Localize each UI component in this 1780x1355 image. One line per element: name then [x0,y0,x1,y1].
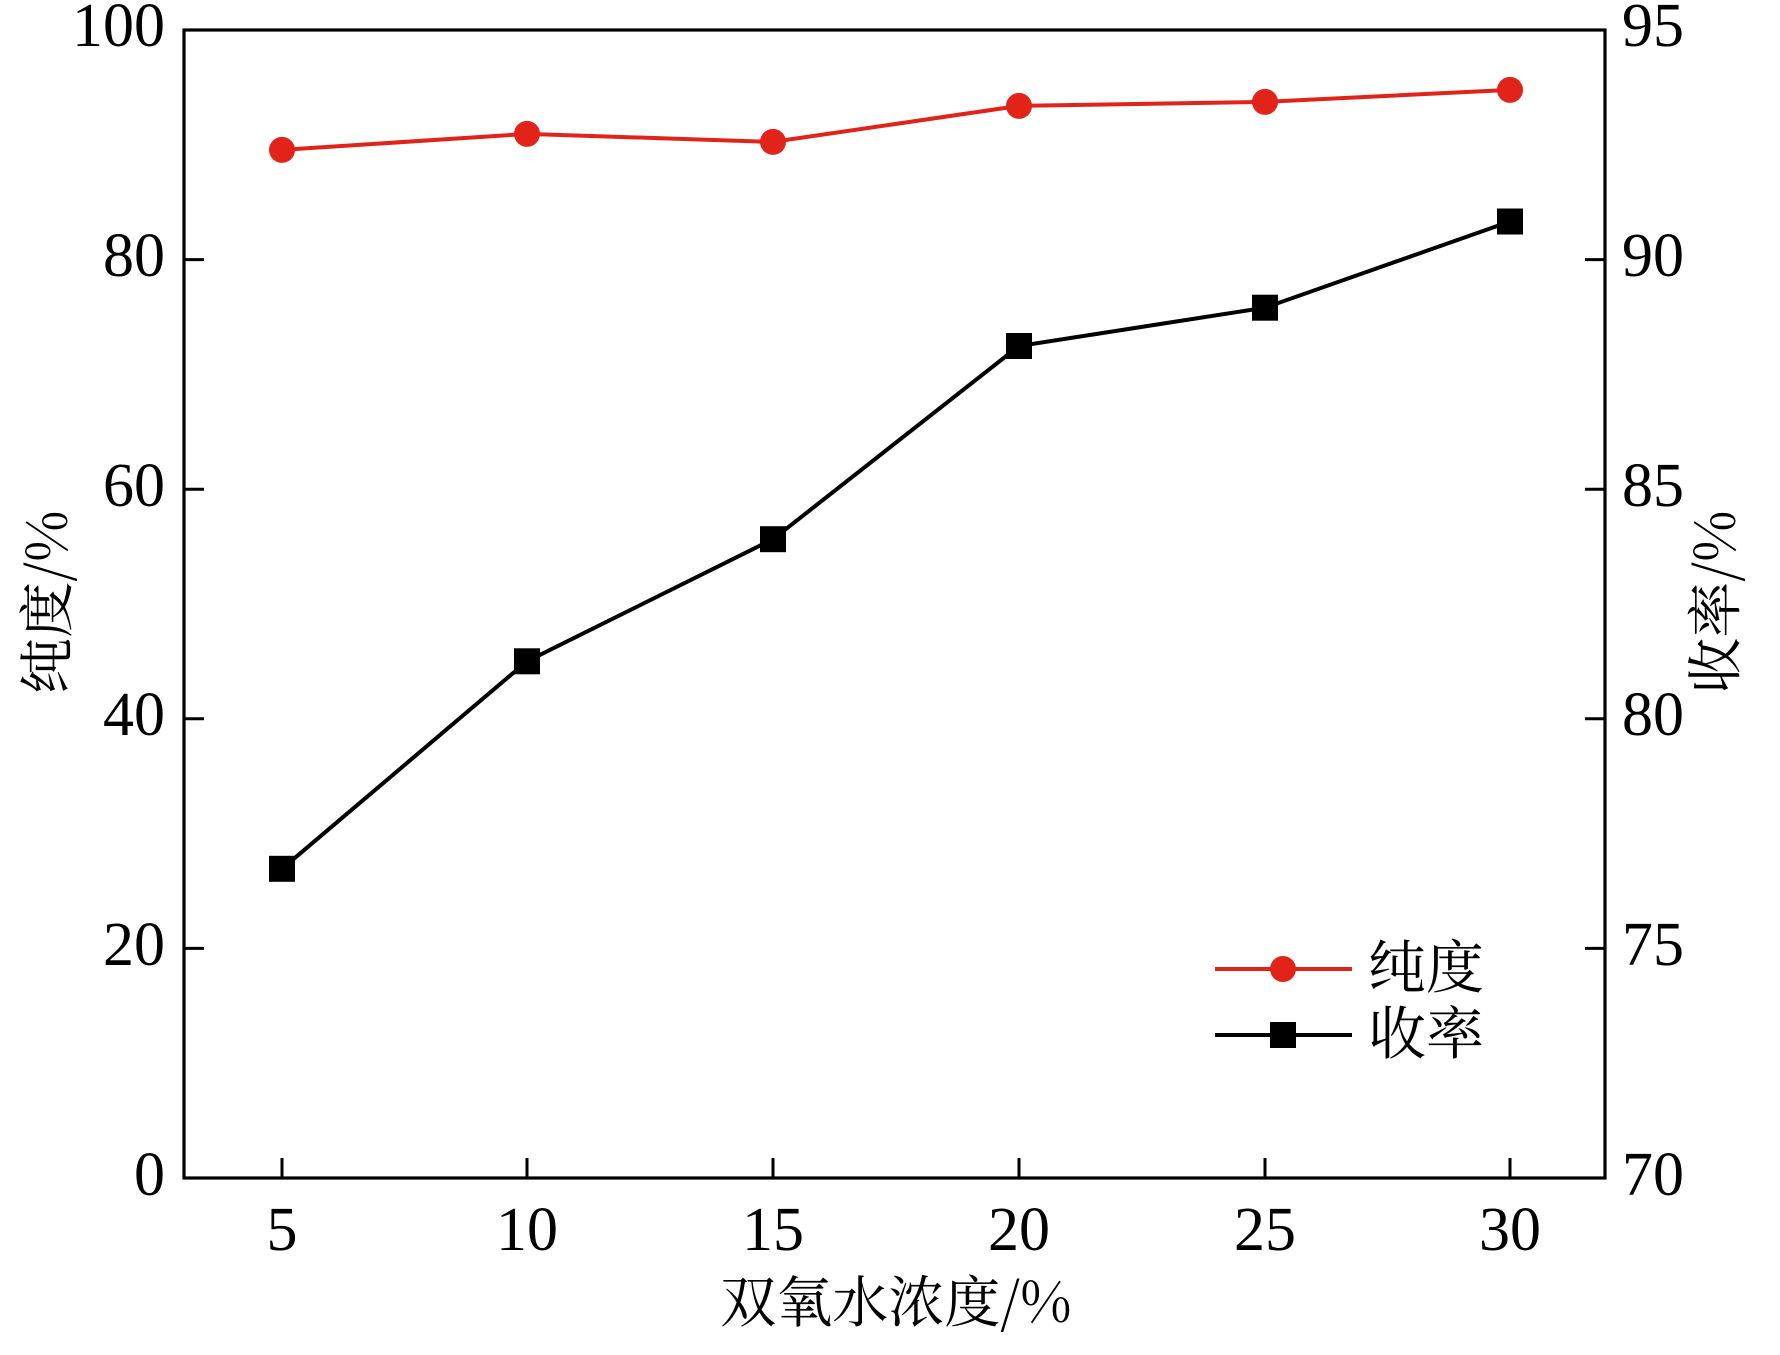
svg-text:0: 0 [134,1141,165,1209]
svg-text:100: 100 [72,0,165,60]
svg-text:5: 5 [267,1196,298,1264]
svg-text:纯度/%: 纯度/% [4,510,84,693]
svg-text:30: 30 [1479,1196,1541,1264]
svg-text:75: 75 [1622,911,1684,979]
svg-text:15: 15 [742,1196,804,1264]
svg-text:60: 60 [103,452,165,520]
svg-text:20: 20 [103,911,165,979]
svg-text:10: 10 [496,1196,558,1264]
svg-text:双氧水浓度/%: 双氧水浓度/% [720,1259,1071,1339]
svg-text:95: 95 [1622,0,1684,60]
svg-text:85: 85 [1622,452,1684,520]
svg-text:40: 40 [103,681,165,749]
svg-text:收率: 收率 [1368,987,1484,1071]
svg-text:80: 80 [103,222,165,290]
svg-text:70: 70 [1622,1141,1684,1209]
svg-text:20: 20 [988,1196,1050,1264]
svg-text:25: 25 [1234,1196,1296,1264]
svg-text:90: 90 [1622,222,1684,290]
svg-text:收率/%: 收率/% [1672,510,1752,693]
